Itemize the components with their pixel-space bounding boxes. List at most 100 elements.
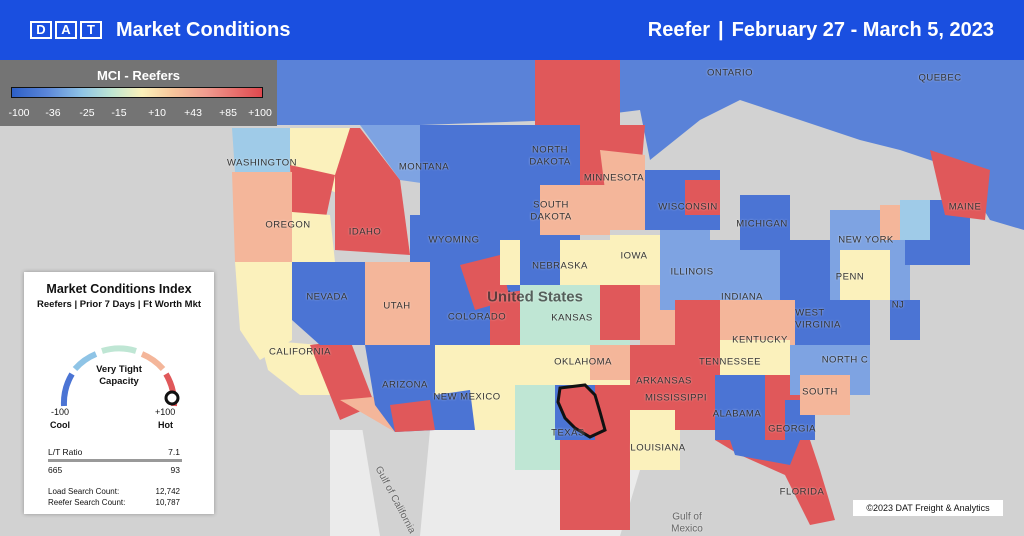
region-south-carolina bbox=[800, 375, 850, 415]
label-iowa: IOWA bbox=[620, 250, 648, 262]
lt-ratio-label: L/T Ratio bbox=[48, 447, 83, 457]
market-conditions-card: Market Conditions Index Reefers | Prior … bbox=[24, 272, 214, 514]
lt-loads: 665 bbox=[48, 465, 63, 475]
card-title: Market Conditions Index bbox=[46, 282, 192, 296]
label-mississippi: MISSISSIPPI bbox=[645, 392, 707, 404]
label-maine: MAINE bbox=[948, 201, 982, 213]
region-canada-red bbox=[535, 60, 620, 125]
label-minnesota: MINNESOTA bbox=[583, 172, 645, 184]
legend-tick: -25 bbox=[79, 107, 95, 119]
region-nj bbox=[890, 300, 920, 340]
region-ky-west bbox=[675, 300, 730, 355]
region-wi-east bbox=[685, 180, 720, 215]
lt-ratio-bar bbox=[48, 459, 182, 462]
region-arkansas bbox=[630, 345, 680, 410]
legend-tick: -36 bbox=[45, 107, 61, 119]
region-tennessee bbox=[720, 340, 790, 375]
region-tx-south bbox=[560, 440, 630, 530]
label-south-c: SOUTH bbox=[802, 386, 838, 398]
legend-tick: -15 bbox=[111, 107, 127, 119]
region-idaho bbox=[335, 128, 410, 255]
label-new-york: NEW YORK bbox=[838, 234, 894, 246]
region-utah-east bbox=[430, 262, 470, 345]
legend-tick: +10 bbox=[148, 107, 166, 119]
label-illinois: ILLINOIS bbox=[670, 266, 714, 278]
gauge-min: -100 bbox=[51, 407, 70, 417]
label-alabama: ALABAMA bbox=[712, 408, 762, 420]
gauge-hot-label: Hot bbox=[158, 420, 173, 430]
region-indiana bbox=[710, 240, 780, 300]
region-vt bbox=[900, 200, 930, 240]
gauge-segment-neutral bbox=[101, 345, 137, 354]
logo-letter: T bbox=[80, 21, 102, 39]
gauge-segment-cold bbox=[60, 372, 75, 407]
gauge-cool-label: Cool bbox=[50, 420, 70, 430]
region-penn bbox=[840, 250, 890, 300]
label-florida: FLORIDA bbox=[779, 486, 825, 498]
label-quebec: QUEBEC bbox=[918, 72, 962, 84]
region-oregon bbox=[232, 172, 292, 262]
region-wa-se bbox=[290, 165, 335, 222]
label-oklahoma: OKLAHOMA bbox=[554, 356, 612, 368]
region-tx-west bbox=[515, 385, 560, 470]
gauge-status-line1: Very Tight bbox=[96, 364, 142, 375]
page-title: Market Conditions bbox=[116, 19, 291, 41]
lt-trucks: 93 bbox=[170, 465, 180, 475]
label-tennessee: TENNESSEE bbox=[698, 356, 762, 368]
dat-logo: D A T bbox=[30, 21, 102, 39]
label-north-c: NORTH C bbox=[821, 354, 869, 366]
region-co-south bbox=[490, 290, 525, 345]
label-south-dakota-1: SOUTH bbox=[533, 199, 569, 211]
gulf-california-water bbox=[360, 415, 430, 536]
region-maine bbox=[930, 150, 990, 220]
label-south-dakota-2: DAKOTA bbox=[530, 211, 572, 223]
label-california: CALIFORNIA bbox=[268, 346, 332, 358]
logo-letter: A bbox=[55, 21, 77, 39]
mci-legend: MCI - Reefers -100 -36 -25 -15 +10 +43 +… bbox=[0, 60, 277, 126]
legend-title: MCI - Reefers bbox=[96, 68, 181, 83]
region-ok-east bbox=[590, 345, 630, 380]
label-wyoming: WYOMING bbox=[428, 234, 480, 246]
region-sd-east bbox=[540, 185, 610, 235]
region-north-dakota bbox=[500, 125, 580, 185]
region-michigan bbox=[740, 195, 790, 250]
region-iowa bbox=[610, 235, 660, 285]
header-subtitle: Reefer | February 27 - March 5, 2023 bbox=[648, 19, 994, 42]
label-texas: TEXAS bbox=[551, 427, 585, 439]
label-gulf-of-mexico-1: Gulf of bbox=[672, 511, 702, 523]
region-canada bbox=[277, 60, 1024, 230]
legend-ticks: -100 -36 -25 -15 +10 +43 +85 +100 bbox=[3, 107, 273, 121]
region-virginia bbox=[795, 300, 870, 345]
label-oregon: OREGON bbox=[265, 219, 311, 231]
label-penn: PENN bbox=[835, 271, 865, 283]
legend-color-scale bbox=[11, 87, 263, 98]
label-virginia: VIRGINIA bbox=[795, 319, 841, 331]
region-norcal bbox=[235, 262, 292, 360]
label-wisconsin: WISCONSIN bbox=[658, 201, 718, 213]
label-arkansas: ARKANSAS bbox=[636, 375, 692, 387]
region-ohio bbox=[780, 240, 830, 300]
region-utah bbox=[365, 262, 430, 345]
label-montana: MONTANA bbox=[398, 161, 450, 173]
label-north-dakota-2: DAKOTA bbox=[529, 156, 571, 168]
logo-letter: D bbox=[30, 21, 52, 39]
label-colorado: COLORADO bbox=[447, 311, 507, 323]
card-subtitle: Reefers | Prior 7 Days | Ft Worth Mkt bbox=[36, 299, 202, 310]
region-montana bbox=[420, 125, 500, 215]
label-nebraska: NEBRASKA bbox=[532, 260, 588, 272]
ft-worth-market-outline[interactable] bbox=[556, 383, 607, 439]
label-kentucky: KENTUCKY bbox=[732, 334, 788, 346]
label-gulf-of-mexico-2: Mexico bbox=[671, 523, 703, 535]
label-north-dakota-1: NORTH bbox=[531, 144, 569, 156]
label-west: WEST bbox=[795, 307, 825, 319]
region-mn-south bbox=[600, 150, 645, 230]
region-az-south bbox=[390, 400, 435, 432]
region-mississippi bbox=[675, 355, 720, 430]
label-arizona: ARIZONA bbox=[382, 379, 428, 391]
label-georgia: GEORGIA bbox=[768, 423, 816, 435]
label-michigan: MICHIGAN bbox=[736, 218, 788, 230]
gauge-status-line2: Capacity bbox=[99, 376, 139, 387]
reefer-search-value: 10,787 bbox=[155, 498, 180, 507]
gauge-needle bbox=[164, 390, 180, 406]
label-kansas: KANSAS bbox=[551, 312, 593, 324]
